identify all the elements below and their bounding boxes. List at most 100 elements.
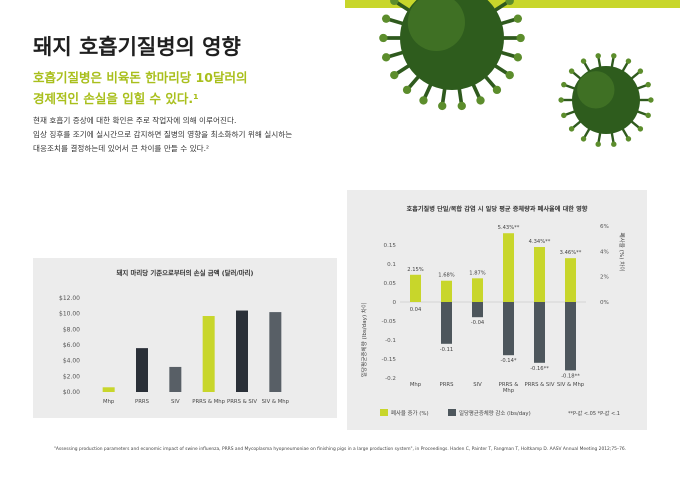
x-tick-label: PRRS & SIV [524,382,555,388]
virus-spike-tip [637,126,644,132]
bar [503,302,514,356]
virus-spike-tip [568,68,575,74]
virus-spike-tip [505,0,514,6]
y-tick-label: 0 [392,300,396,306]
bar [534,302,545,363]
significance-note: **P-값 <.05 *P-값 <.1 [568,410,620,417]
x-tick-label: Mhp [409,382,422,388]
legend-label: 폐사율 증가 (%) [391,409,429,417]
chart-panel [347,190,647,430]
virus-spike-tip [381,14,391,23]
virus-spike-tip [381,53,391,62]
x-tick-label: PRRS & Mhp [498,382,519,395]
virus-spike-tip [611,53,617,59]
y-tick-label: $10.00 [59,311,80,318]
y-tick-label: $6.00 [63,342,80,349]
virus-spike-tip [580,136,587,142]
bar [565,302,576,371]
legend-swatch [448,409,456,416]
y-tick-label: -0.2 [385,376,396,382]
y2-axis-label: 폐사율 (%) 차이 [618,233,626,272]
data-label: -0.16** [530,366,549,372]
body-text: 현재 호흡기 증상에 대한 확인은 주로 작업자에 의해 이루어진다. [33,115,236,125]
virus-spike-tip [595,53,601,59]
virus-spike-tip [419,96,428,105]
bar [441,302,452,344]
x-tick-label: SIV [473,382,482,388]
bar [472,278,483,302]
y-tick-label: 0.1 [387,262,396,268]
virus-spike-tip [457,101,466,111]
virus-spike-tip [513,53,523,62]
virus-spike-tip [568,126,575,132]
data-label: 0.04 [410,307,422,313]
x-tick-label: PRRS & SIV [227,399,257,405]
data-label: -0.14* [500,358,516,364]
virus-spike-tip [625,58,632,64]
legend-label: 일당평균증체량 감소 (lbs/day) [459,409,531,417]
data-label: 2.15% [407,267,424,273]
bar [136,348,148,392]
data-label: 1.87% [469,270,486,276]
bar [441,280,452,302]
chart-panel [33,258,337,418]
bar [269,312,282,392]
virus-spike-tip [611,141,617,147]
bar [236,310,248,392]
virus-spike-tip [637,68,644,74]
virus-spike-tip [505,70,514,80]
y-tick-label: $2.00 [63,373,80,380]
virus-spike-tip [558,97,564,103]
y2-tick-label: 2% [600,275,609,281]
y-tick-label: 0.05 [384,281,397,287]
data-label: 3.46%** [560,250,582,256]
data-label: -0.11 [440,347,453,353]
x-tick-label: PRRS [439,382,454,388]
data-label: -0.04 [471,320,485,326]
virus-spike-tip [438,101,447,111]
bar [410,274,421,302]
bar [102,387,115,392]
y-tick-label: -0.05 [382,319,397,325]
virus-spike-tip [390,70,399,80]
virus-spike-tip [645,112,651,119]
x-tick-label: SIV & Mhp [556,382,585,388]
x-tick-label: PRRS [135,399,149,405]
y-tick-label: -0.1 [385,338,396,344]
y-tick-label: -0.15 [382,357,397,363]
virus-spike-tip [580,58,587,64]
virus-spike-tip [645,81,651,88]
virus-spike-tip [513,14,523,23]
body-text: 임상 징후를 조기에 실시간으로 감지하면 질병의 영향을 최소화하기 위해 실… [33,129,292,139]
x-tick-label: Mhp [103,399,115,405]
y2-tick-label: 4% [600,249,609,255]
bar [472,302,483,318]
virus-spike-tip [561,112,567,119]
virus-spike-tip [476,96,485,105]
virus-spike-tip [625,136,632,142]
x-tick-label: PRRS & Mhp [192,399,226,405]
bar [565,258,576,302]
bar [534,247,545,302]
legend-swatch [380,409,388,416]
y-tick-label: $12.00 [59,295,80,302]
y-tick-label: $0.00 [63,389,80,396]
virus-highlight [577,71,615,109]
virus-spike-tip [595,141,601,147]
footnote: "Assessing production parameters and eco… [54,446,626,452]
virus-spike-tip [402,85,412,95]
x-tick-label: SIV & Mhp [261,399,289,405]
subtitle: 경제적인 손실을 입힐 수 있다.¹ [33,91,199,106]
y-axis-label: 일당평균증체량 (lbs/day) 차이 [360,303,368,377]
virus-spike-tip [648,97,654,103]
x-tick-label: SIV [171,399,180,405]
data-label: 1.68% [438,273,455,279]
chart-title: 호흡기질병 단일/복합 감염 시 일당 평균 증체량과 폐사율에 대한 영향 [406,205,587,213]
bar [202,316,215,392]
bar [169,366,182,392]
body-text: 대응조치를 결정하는데 있어서 큰 차이를 만들 수 있다.² [33,143,209,153]
y2-tick-label: 6% [600,224,609,230]
virus-spike-tip [492,85,502,95]
y-tick-label: $8.00 [63,326,80,333]
